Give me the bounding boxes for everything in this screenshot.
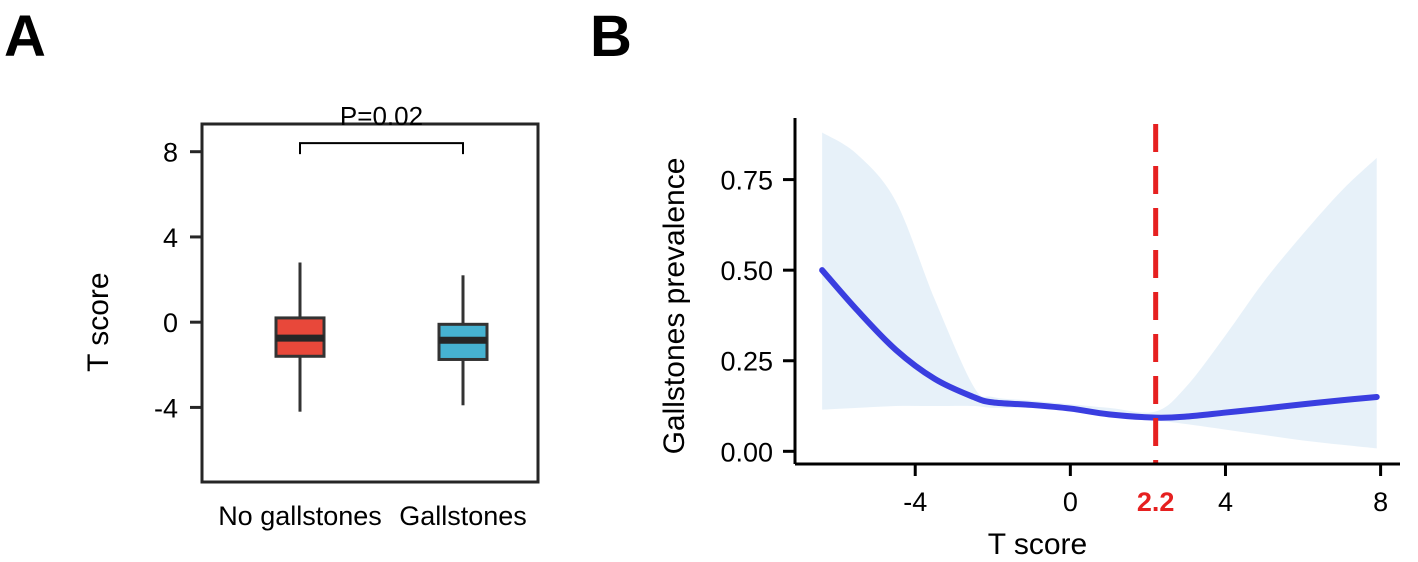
y-axis-ticks: 0.00 0.25 0.50 0.75	[720, 166, 795, 467]
p-value-label: P=0.02	[340, 101, 423, 131]
p-value-bracket	[299, 142, 464, 155]
boxplot-panel: 8 4 0 -4 No gallstones Gallstones P=0.02 T s…	[82, 101, 540, 531]
confidence-band	[822, 132, 1377, 449]
threshold-label: 2.2	[1137, 487, 1175, 517]
boxplot-y-axis-title: T score	[82, 272, 115, 371]
line-y-axis-title: Gallstones prevalence	[658, 158, 691, 455]
boxplot-y-tick-label: 8	[163, 138, 178, 168]
y-axis-tick-label: 0.25	[720, 347, 773, 377]
y-axis-tick-label: 0.50	[720, 256, 773, 286]
x-axis-tick-label: 4	[1218, 487, 1233, 517]
boxplot-y-tick-label: -4	[154, 393, 178, 423]
y-axis-tick-label: 0.00	[720, 437, 773, 467]
x-axis-tick-label: 0	[1063, 487, 1078, 517]
p-value-annotation: P=0.02	[299, 101, 464, 155]
boxplot-y-tick-label: 0	[163, 308, 178, 338]
panel-letter-b: B	[590, 4, 632, 69]
boxplot-x-label: Gallstones	[399, 501, 527, 531]
x-axis-tick-label: 8	[1373, 487, 1388, 517]
y-axis-tick-label: 0.75	[720, 166, 773, 196]
boxplot-y-ticks: 8 4 0 -4	[154, 138, 202, 423]
boxplot-x-labels: No gallstones Gallstones	[218, 501, 527, 531]
x-axis-ticks: -4 0 4 8	[903, 464, 1388, 517]
line-x-axis-title: T score	[988, 528, 1087, 561]
boxplot-boxes	[274, 262, 489, 412]
boxplot-y-tick-label: 4	[163, 223, 178, 253]
boxplot-x-label: No gallstones	[218, 501, 382, 531]
boxplot-frame	[200, 122, 540, 484]
panel-letter-a: A	[4, 4, 46, 69]
line-panel: -4 0 4 8 0.00 0.25 0.50 0.75 2.2 T score Galls…	[658, 118, 1400, 561]
x-axis-tick-label: -4	[903, 487, 927, 517]
prevalence-curve	[819, 267, 1380, 421]
